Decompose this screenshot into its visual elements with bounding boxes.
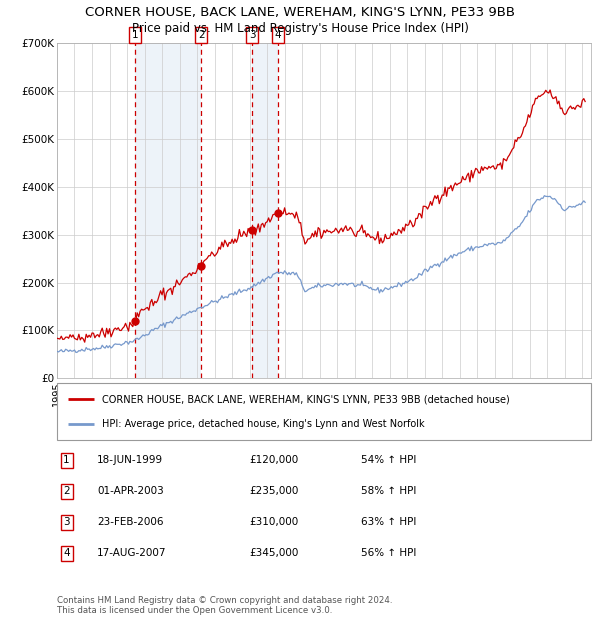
Text: £120,000: £120,000	[249, 455, 298, 466]
Text: CORNER HOUSE, BACK LANE, WEREHAM, KING'S LYNN, PE33 9BB: CORNER HOUSE, BACK LANE, WEREHAM, KING'S…	[85, 6, 515, 19]
Text: £345,000: £345,000	[249, 549, 299, 559]
Text: Price paid vs. HM Land Registry's House Price Index (HPI): Price paid vs. HM Land Registry's House …	[131, 22, 469, 35]
Text: 63% ↑ HPI: 63% ↑ HPI	[361, 518, 417, 528]
Text: 23-FEB-2006: 23-FEB-2006	[97, 518, 164, 528]
Text: Contains HM Land Registry data © Crown copyright and database right 2024.
This d: Contains HM Land Registry data © Crown c…	[57, 596, 392, 615]
FancyBboxPatch shape	[57, 383, 591, 440]
Text: 2: 2	[198, 30, 205, 40]
Bar	[135, 43, 202, 378]
Text: 2: 2	[63, 487, 70, 497]
Text: 4: 4	[63, 549, 70, 559]
Text: 56% ↑ HPI: 56% ↑ HPI	[361, 549, 417, 559]
Text: 1: 1	[63, 455, 70, 466]
Text: 3: 3	[63, 518, 70, 528]
Text: 4: 4	[275, 30, 281, 40]
Text: 17-AUG-2007: 17-AUG-2007	[97, 549, 167, 559]
Text: 58% ↑ HPI: 58% ↑ HPI	[361, 487, 417, 497]
Text: 1: 1	[132, 30, 139, 40]
Bar	[252, 43, 278, 378]
Text: £310,000: £310,000	[249, 518, 298, 528]
Text: 54% ↑ HPI: 54% ↑ HPI	[361, 455, 417, 466]
Text: 01-APR-2003: 01-APR-2003	[97, 487, 164, 497]
Text: CORNER HOUSE, BACK LANE, WEREHAM, KING'S LYNN, PE33 9BB (detached house): CORNER HOUSE, BACK LANE, WEREHAM, KING'S…	[103, 394, 510, 404]
Text: £235,000: £235,000	[249, 487, 299, 497]
Text: 18-JUN-1999: 18-JUN-1999	[97, 455, 163, 466]
Text: 3: 3	[249, 30, 256, 40]
Text: HPI: Average price, detached house, King's Lynn and West Norfolk: HPI: Average price, detached house, King…	[103, 419, 425, 429]
